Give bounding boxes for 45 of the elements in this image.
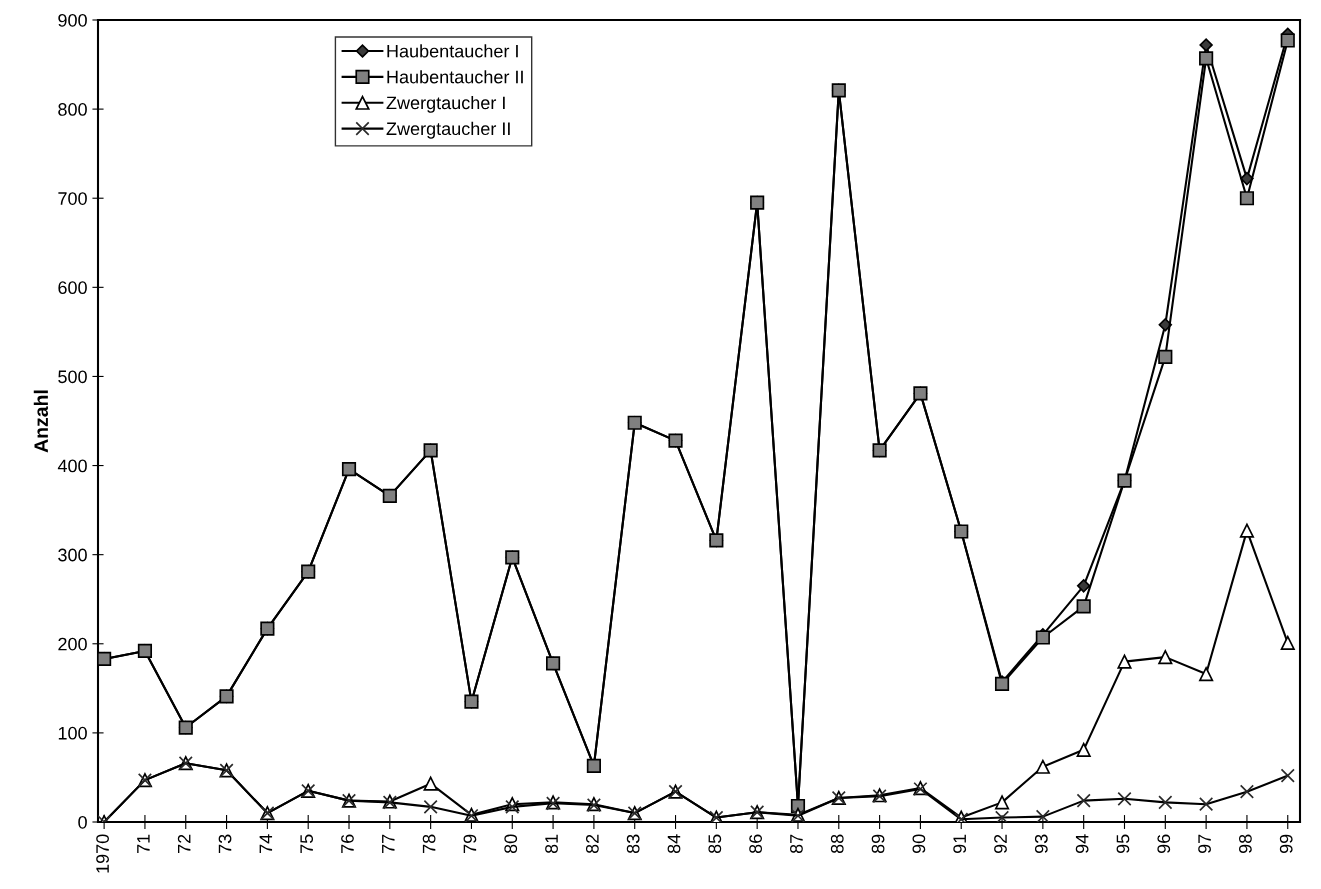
y-tick-label: 500	[58, 370, 87, 384]
x-tick-label: 73	[218, 834, 232, 853]
x-tick-label: 99	[1279, 834, 1293, 854]
x-tick-label: 98	[1239, 834, 1252, 854]
x-tick-label: 97	[1198, 834, 1211, 854]
x-tick-label: 1970	[96, 834, 109, 873]
x-tick-label: 95	[1116, 834, 1130, 854]
legend-label: Haubentaucher I	[387, 44, 518, 58]
x-tick-label: 78	[422, 834, 436, 853]
x-tick-label: 77	[382, 834, 395, 853]
x-tick-label: 72	[177, 834, 191, 853]
x-tick-label: 89	[871, 834, 885, 854]
y-tick-label: 600	[58, 281, 87, 295]
y-tick-label: 800	[58, 103, 87, 116]
y-tick-label: 0	[78, 815, 87, 829]
x-tick-label: 93	[1034, 834, 1048, 854]
x-tick-label: 83	[626, 834, 640, 854]
x-tick-label: 92	[994, 834, 1007, 854]
x-tick-label: 75	[300, 834, 314, 853]
x-tick-label: 90	[912, 834, 926, 854]
x-tick-label: 87	[790, 834, 803, 854]
legend-label: Zwergtaucher I	[386, 95, 505, 113]
x-tick-label: 80	[504, 834, 518, 854]
x-tick-label: 71	[137, 834, 150, 853]
x-tick-label: 76	[341, 834, 354, 853]
y-tick-label: 200	[58, 637, 87, 651]
x-tick-label: 86	[749, 834, 763, 854]
y-axis-title: Anzahl	[33, 390, 49, 453]
x-tick-label: 79	[463, 834, 477, 853]
y-tick-label: 700	[58, 192, 87, 205]
y-tick-label: 100	[58, 726, 87, 740]
x-tick-label: 88	[830, 834, 844, 854]
x-tick-label: 81	[545, 834, 558, 854]
x-tick-label: 84	[667, 834, 681, 854]
x-tick-label: 85	[708, 834, 722, 854]
legend-label: Zwergtaucher II	[386, 121, 510, 139]
legend-label: Haubentaucher II	[387, 70, 523, 84]
y-tick-label: 900	[58, 13, 87, 27]
x-tick-label: 96	[1157, 834, 1171, 854]
x-tick-label: 82	[585, 834, 599, 854]
y-tick-label: 300	[58, 548, 87, 562]
x-tick-label: 94	[1075, 834, 1089, 854]
x-tick-label: 74	[259, 834, 273, 853]
y-tick-label: 400	[57, 459, 87, 473]
x-tick-label: 91	[953, 834, 967, 854]
